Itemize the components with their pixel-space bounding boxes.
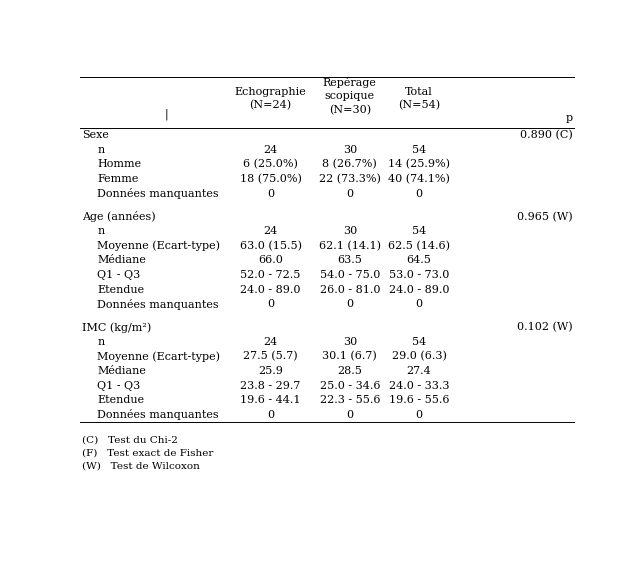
Text: 0: 0 [346,410,353,420]
Text: Q1 - Q3: Q1 - Q3 [97,380,141,391]
Text: 29.0 (6.3): 29.0 (6.3) [392,351,447,362]
Text: 0: 0 [346,299,353,309]
Text: 25.9: 25.9 [258,366,283,376]
Text: Homme: Homme [97,160,141,169]
Text: 8 (26.7%): 8 (26.7%) [323,159,377,169]
Text: 30: 30 [343,145,357,155]
Text: 30: 30 [343,227,357,236]
Text: IMC (kg/m²): IMC (kg/m²) [82,322,151,333]
Text: 0.965 (W): 0.965 (W) [517,212,573,222]
Text: Médiane: Médiane [97,366,146,376]
Text: 27.4: 27.4 [407,366,431,376]
Text: |: | [165,109,168,120]
Text: Total
(N=54): Total (N=54) [398,86,440,110]
Text: Q1 - Q3: Q1 - Q3 [97,270,141,280]
Text: 27.5 (5.7): 27.5 (5.7) [243,351,298,362]
Text: 24.0 - 89.0: 24.0 - 89.0 [240,284,301,295]
Text: 66.0: 66.0 [258,256,283,265]
Text: 0.102 (W): 0.102 (W) [517,322,573,332]
Text: 62.5 (14.6): 62.5 (14.6) [388,241,450,251]
Text: Femme: Femme [97,174,139,184]
Text: 62.1 (14.1): 62.1 (14.1) [319,241,381,251]
Text: 30: 30 [343,337,357,347]
Text: 40 (74.1%): 40 (74.1%) [388,174,450,184]
Text: n: n [97,337,104,347]
Text: 54: 54 [412,337,426,347]
Text: n: n [97,145,104,155]
Text: 0.890 (C): 0.890 (C) [520,130,573,141]
Text: n: n [97,227,104,236]
Text: 22 (73.3%): 22 (73.3%) [319,174,381,184]
Text: 24: 24 [263,337,278,347]
Text: Données manquantes: Données manquantes [97,299,219,309]
Text: Sexe: Sexe [82,130,109,140]
Text: Moyenne (Ecart-type): Moyenne (Ecart-type) [97,241,220,251]
Text: 24: 24 [263,227,278,236]
Text: 22.3 - 55.6: 22.3 - 55.6 [320,395,380,405]
Text: (F)   Test exact de Fisher: (F) Test exact de Fisher [82,448,213,457]
Text: 26.0 - 81.0: 26.0 - 81.0 [320,284,380,295]
Text: 0: 0 [267,410,274,420]
Text: 0: 0 [346,189,353,198]
Text: (W)   Test de Wilcoxon: (W) Test de Wilcoxon [82,462,200,471]
Text: p: p [566,113,573,123]
Text: Age (années): Age (années) [82,211,156,223]
Text: Repérage
scopique
(N=30): Repérage scopique (N=30) [323,77,377,115]
Text: 54: 54 [412,145,426,155]
Text: 52.0 - 72.5: 52.0 - 72.5 [240,270,301,280]
Text: 28.5: 28.5 [337,366,362,376]
Text: 63.5: 63.5 [337,256,362,265]
Text: 0: 0 [267,299,274,309]
Text: 24.0 - 89.0: 24.0 - 89.0 [389,284,449,295]
Text: Etendue: Etendue [97,395,144,405]
Text: Données manquantes: Données manquantes [97,188,219,199]
Text: (C)   Test du Chi-2: (C) Test du Chi-2 [82,435,178,444]
Text: 24: 24 [263,145,278,155]
Text: 23.8 - 29.7: 23.8 - 29.7 [240,380,301,391]
Text: 54.0 - 75.0: 54.0 - 75.0 [320,270,380,280]
Text: Données manquantes: Données manquantes [97,409,219,420]
Text: 19.6 - 55.6: 19.6 - 55.6 [389,395,449,405]
Text: 24.0 - 33.3: 24.0 - 33.3 [389,380,449,391]
Text: 30.1 (6.7): 30.1 (6.7) [323,351,377,362]
Text: 19.6 - 44.1: 19.6 - 44.1 [240,395,301,405]
Text: Etendue: Etendue [97,284,144,295]
Text: 14 (25.9%): 14 (25.9%) [388,159,450,169]
Text: Echographie
(N=24): Echographie (N=24) [235,86,307,110]
Text: 0: 0 [415,299,422,309]
Text: 64.5: 64.5 [406,256,431,265]
Text: 63.0 (15.5): 63.0 (15.5) [240,241,302,251]
Text: Moyenne (Ecart-type): Moyenne (Ecart-type) [97,351,220,362]
Text: 18 (75.0%): 18 (75.0%) [240,174,302,184]
Text: 0: 0 [415,189,422,198]
Text: 53.0 - 73.0: 53.0 - 73.0 [389,270,449,280]
Text: 25.0 - 34.6: 25.0 - 34.6 [320,380,380,391]
Text: 0: 0 [267,189,274,198]
Text: 54: 54 [412,227,426,236]
Text: 6 (25.0%): 6 (25.0%) [243,159,298,169]
Text: 0: 0 [415,410,422,420]
Text: Médiane: Médiane [97,256,146,265]
